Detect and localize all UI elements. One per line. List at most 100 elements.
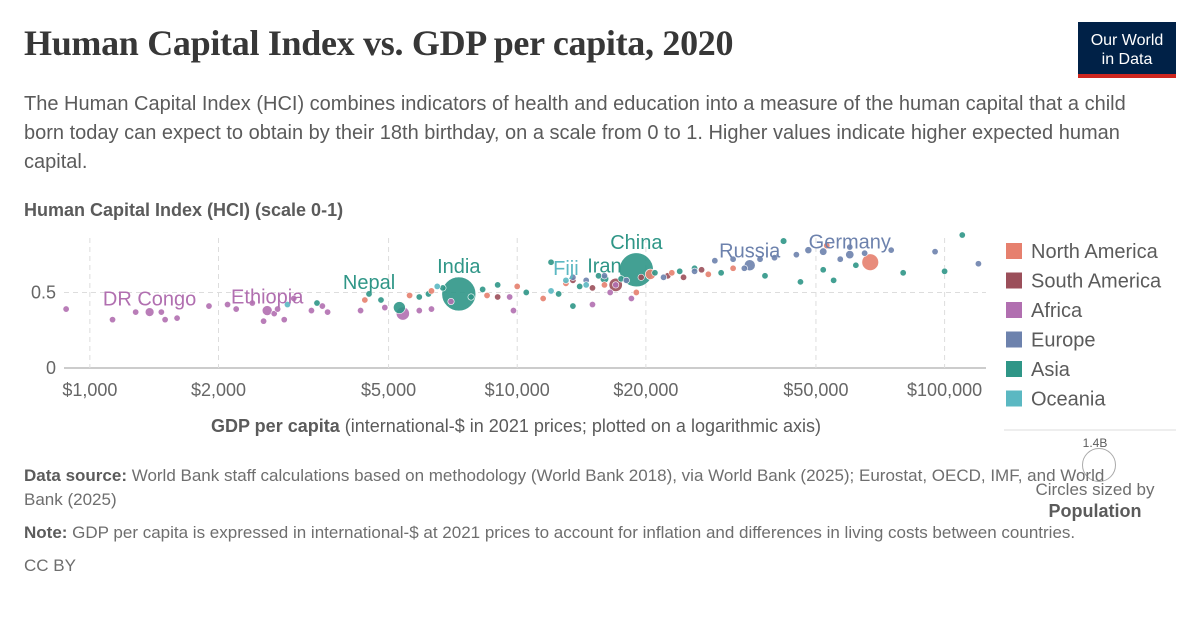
data-point[interactable]: [427, 305, 435, 313]
data-point[interactable]: [588, 284, 596, 292]
data-point[interactable]: [260, 317, 268, 325]
data-point[interactable]: [173, 314, 181, 322]
data-point[interactable]: [668, 269, 676, 277]
data-point[interactable]: [307, 307, 315, 315]
data-point[interactable]: [974, 260, 982, 268]
data-point[interactable]: [248, 299, 256, 307]
data-point[interactable]: [569, 302, 577, 310]
data-point[interactable]: [792, 251, 800, 259]
data-point[interactable]: [205, 302, 213, 310]
point-dr-congo[interactable]: [144, 307, 155, 317]
data-point[interactable]: [691, 267, 699, 275]
data-point[interactable]: [569, 273, 577, 281]
data-point[interactable]: [729, 264, 737, 272]
legend-label-south-america[interactable]: South America: [1031, 271, 1162, 293]
legend-label-oceania[interactable]: Oceania: [1031, 389, 1106, 411]
data-point[interactable]: [637, 273, 645, 281]
data-point[interactable]: [509, 307, 517, 315]
data-point[interactable]: [600, 272, 608, 280]
data-point[interactable]: [467, 293, 475, 301]
data-point[interactable]: [588, 301, 596, 309]
data-point[interactable]: [861, 249, 869, 257]
data-point[interactable]: [109, 316, 117, 324]
data-point[interactable]: [804, 246, 813, 254]
data-point[interactable]: [761, 272, 769, 280]
data-point[interactable]: [958, 231, 966, 239]
data-point[interactable]: [494, 281, 502, 289]
data-point[interactable]: [224, 301, 232, 309]
data-point[interactable]: [771, 254, 779, 262]
data-point[interactable]: [606, 288, 614, 296]
data-point[interactable]: [290, 294, 298, 302]
data-point[interactable]: [513, 282, 521, 290]
point-ethiopia[interactable]: [261, 305, 273, 316]
data-point[interactable]: [600, 281, 608, 289]
data-point[interactable]: [819, 247, 828, 256]
data-point[interactable]: [406, 291, 414, 299]
data-point[interactable]: [756, 255, 764, 263]
data-point[interactable]: [931, 248, 939, 256]
data-point[interactable]: [232, 305, 240, 313]
data-point[interactable]: [660, 273, 668, 281]
data-point[interactable]: [157, 308, 165, 316]
data-point[interactable]: [447, 298, 455, 306]
data-point[interactable]: [357, 307, 365, 315]
data-point[interactable]: [161, 316, 169, 324]
data-point[interactable]: [393, 301, 406, 314]
data-point[interactable]: [318, 302, 326, 310]
data-point[interactable]: [361, 296, 369, 304]
data-point[interactable]: [479, 285, 487, 293]
data-point[interactable]: [274, 305, 282, 313]
data-point[interactable]: [555, 290, 563, 298]
legend-label-north-america[interactable]: North America: [1031, 241, 1159, 263]
data-point[interactable]: [313, 299, 321, 307]
data-point[interactable]: [704, 270, 712, 278]
data-point[interactable]: [632, 288, 640, 296]
data-point[interactable]: [887, 246, 895, 254]
data-point[interactable]: [381, 304, 389, 312]
data-point[interactable]: [539, 294, 547, 302]
data-point[interactable]: [698, 266, 706, 274]
data-point[interactable]: [547, 287, 555, 295]
data-point[interactable]: [377, 296, 385, 304]
point-fiji[interactable]: [562, 276, 570, 284]
data-point[interactable]: [899, 269, 907, 277]
data-point[interactable]: [132, 308, 140, 316]
data-point[interactable]: [522, 288, 530, 296]
data-point[interactable]: [494, 293, 502, 301]
data-point[interactable]: [711, 257, 719, 265]
data-point[interactable]: [836, 255, 844, 263]
data-point[interactable]: [861, 253, 879, 271]
data-point[interactable]: [506, 293, 514, 301]
legend-label-asia[interactable]: Asia: [1031, 359, 1071, 381]
data-point[interactable]: [622, 276, 630, 284]
data-point[interactable]: [717, 269, 725, 277]
data-point[interactable]: [651, 269, 659, 277]
data-point[interactable]: [324, 308, 332, 316]
data-point[interactable]: [846, 243, 854, 251]
data-point[interactable]: [729, 255, 737, 263]
data-point[interactable]: [830, 276, 838, 284]
data-point[interactable]: [680, 273, 688, 281]
data-point[interactable]: [676, 267, 684, 275]
data-point[interactable]: [612, 281, 620, 289]
data-point[interactable]: [547, 258, 555, 266]
data-point[interactable]: [280, 316, 288, 324]
data-point[interactable]: [483, 291, 491, 299]
point-nepal[interactable]: [365, 290, 373, 298]
data-point[interactable]: [823, 242, 831, 250]
data-point[interactable]: [415, 307, 423, 315]
data-point[interactable]: [433, 282, 441, 290]
data-point[interactable]: [415, 293, 423, 301]
data-point[interactable]: [582, 281, 590, 289]
data-point[interactable]: [283, 301, 291, 309]
owid-logo[interactable]: Our World in Data: [1078, 22, 1176, 78]
data-point[interactable]: [427, 287, 435, 295]
data-point[interactable]: [796, 278, 804, 286]
data-point[interactable]: [627, 294, 635, 302]
data-point[interactable]: [740, 264, 748, 272]
data-point[interactable]: [779, 237, 788, 245]
legend-label-africa[interactable]: Africa: [1031, 300, 1083, 322]
data-point[interactable]: [852, 261, 860, 269]
data-point[interactable]: [576, 282, 584, 290]
